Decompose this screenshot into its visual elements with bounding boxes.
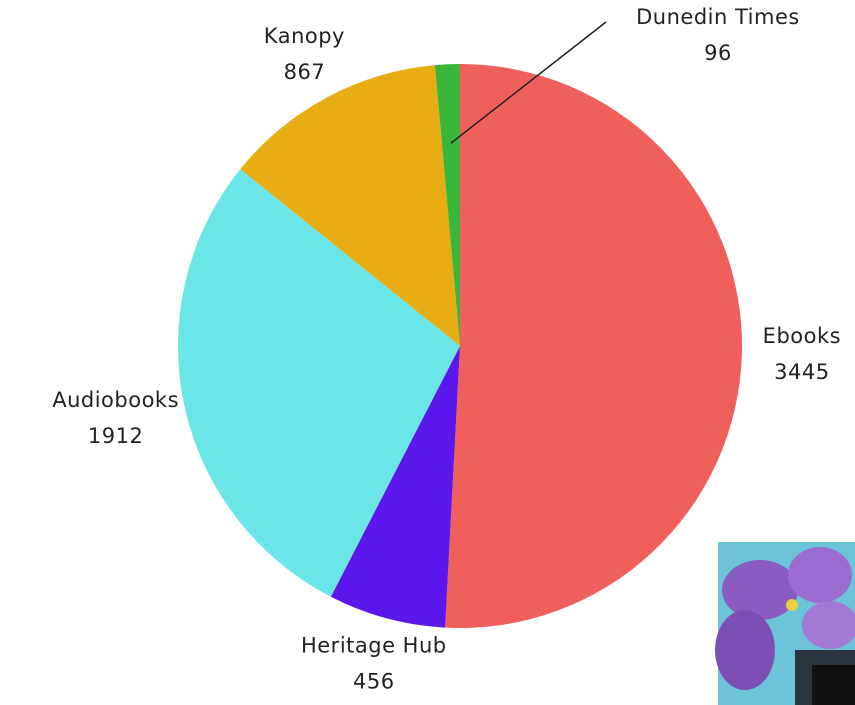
slice-label: Kanopy — [264, 24, 345, 48]
slice-value: 456 — [353, 670, 395, 694]
pie-slice — [330, 346, 460, 628]
slice-value: 867 — [284, 60, 326, 84]
leader-line — [450, 21, 607, 144]
pie-slice — [434, 64, 460, 346]
slice-value: 1912 — [88, 424, 143, 448]
slice-label: Heritage Hub — [301, 634, 447, 658]
slice-value: 3445 — [774, 360, 829, 384]
slice-label: Ebooks — [763, 324, 841, 348]
photo — [715, 542, 855, 705]
pie-slice — [178, 169, 461, 597]
pie-slice — [240, 65, 460, 346]
slice-label: Audiobooks — [52, 388, 179, 412]
slice-label: Dunedin Times — [636, 5, 800, 29]
slice-value: 96 — [704, 41, 732, 65]
pie-slice — [445, 64, 743, 629]
